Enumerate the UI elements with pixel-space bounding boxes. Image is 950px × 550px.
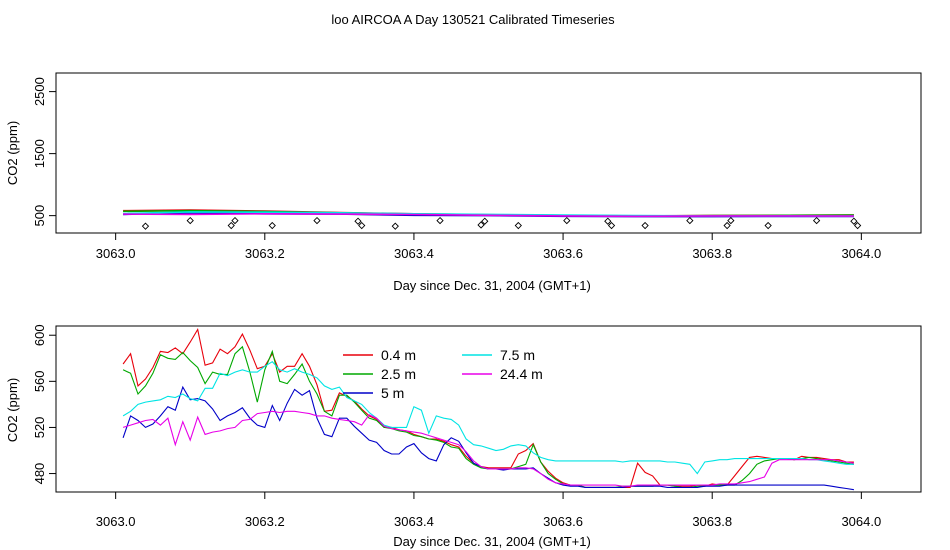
- top-marker: [563, 216, 571, 225]
- top-marker: [686, 216, 694, 225]
- top-marker: [641, 221, 649, 230]
- top-marker: [391, 222, 399, 230]
- top-series-line-4: [123, 212, 854, 218]
- top-x-tick-label: 3064.0: [841, 246, 881, 261]
- top-marker: [313, 216, 321, 225]
- legend-label: 24.4 m: [500, 366, 543, 382]
- top-marker: [850, 217, 858, 225]
- top-y-tick-label: 1500: [32, 139, 47, 168]
- bottom-y-axis: 480 520 560 600: [32, 324, 56, 484]
- top-marker: [727, 216, 735, 225]
- bottom-series-line-0: [122, 328, 854, 488]
- top-chart: 3063.0 3063.2 3063.4 3063.6 3063.8 3064.0 500…: [5, 72, 922, 293]
- bottom-series-line-3: [122, 360, 854, 475]
- bottom-x-tick-label: 3063.6: [543, 514, 583, 529]
- top-x-tick-label: 3063.8: [692, 246, 732, 261]
- bottom-y-tick-label: 560: [32, 370, 47, 392]
- top-x-tick-label: 3063.2: [245, 246, 285, 261]
- top-marker: [141, 222, 150, 230]
- bottom-y-tick-label: 600: [32, 324, 47, 346]
- top-marker: [812, 216, 821, 225]
- bottom-x-tick-label: 3063.2: [245, 514, 285, 529]
- bottom-x-tick-label: 3064.0: [841, 514, 881, 529]
- top-series-group: [123, 209, 854, 218]
- bottom-x-axis-label: Day since Dec. 31, 2004 (GMT+1): [393, 534, 591, 549]
- bottom-y-tick-label: 520: [32, 417, 47, 439]
- top-marker: [514, 221, 522, 230]
- legend-label: 0.4 m: [381, 347, 416, 363]
- bottom-x-tick-label: 3063.0: [96, 514, 136, 529]
- top-marker: [604, 217, 612, 225]
- top-marker: [764, 221, 772, 230]
- bottom-series-line-4: [122, 410, 854, 487]
- legend: 0.4 m 2.5 m 5 m 7.5 m 24.4 m: [343, 347, 543, 401]
- top-y-axis-label: CO2 (ppm): [5, 121, 20, 185]
- bottom-x-tick-label: 3063.4: [394, 514, 434, 529]
- top-x-tick-label: 3063.0: [96, 246, 136, 261]
- top-x-axis: 3063.0 3063.2 3063.4 3063.6 3063.8 3064.0: [96, 232, 881, 261]
- top-x-tick-label: 3063.6: [543, 246, 583, 261]
- top-y-tick-label: 2500: [32, 77, 47, 106]
- top-x-axis-label: Day since Dec. 31, 2004 (GMT+1): [393, 278, 591, 293]
- top-marker: [231, 216, 239, 225]
- top-y-tick-label: 500: [32, 205, 47, 227]
- top-markers-group: [141, 216, 862, 230]
- bottom-y-tick-label: 480: [32, 463, 47, 485]
- bottom-series-group: [122, 328, 854, 491]
- legend-label: 7.5 m: [500, 347, 535, 363]
- top-marker: [607, 221, 616, 230]
- top-marker: [481, 217, 489, 225]
- top-x-tick-label: 3063.4: [394, 246, 434, 261]
- bottom-series-line-1: [122, 345, 854, 488]
- top-marker: [853, 221, 862, 230]
- bottom-x-axis: 3063.0 3063.2 3063.4 3063.6 3063.8 3064.0: [96, 491, 881, 529]
- bottom-x-tick-label: 3063.8: [692, 514, 732, 529]
- bottom-series-line-2: [122, 385, 854, 491]
- legend-label: 5 m: [381, 385, 404, 401]
- top-marker: [268, 221, 276, 230]
- bottom-plot-frame: [55, 325, 922, 493]
- page-title: loo AIRCOA A Day 130521 Calibrated Times…: [331, 12, 615, 27]
- top-marker: [227, 221, 235, 230]
- top-marker: [477, 221, 485, 229]
- top-marker: [723, 221, 731, 230]
- top-marker: [186, 216, 194, 225]
- bottom-chart: 3063.0 3063.2 3063.4 3063.6 3063.8 3064.0 480…: [5, 324, 922, 549]
- top-plot-frame: [55, 72, 922, 234]
- top-marker: [436, 216, 444, 225]
- bottom-y-axis-label: CO2 (ppm): [5, 378, 20, 442]
- top-marker: [354, 217, 362, 225]
- top-marker: [358, 221, 366, 230]
- legend-label: 2.5 m: [381, 366, 416, 382]
- top-y-axis: 500 1500 2500: [32, 77, 56, 226]
